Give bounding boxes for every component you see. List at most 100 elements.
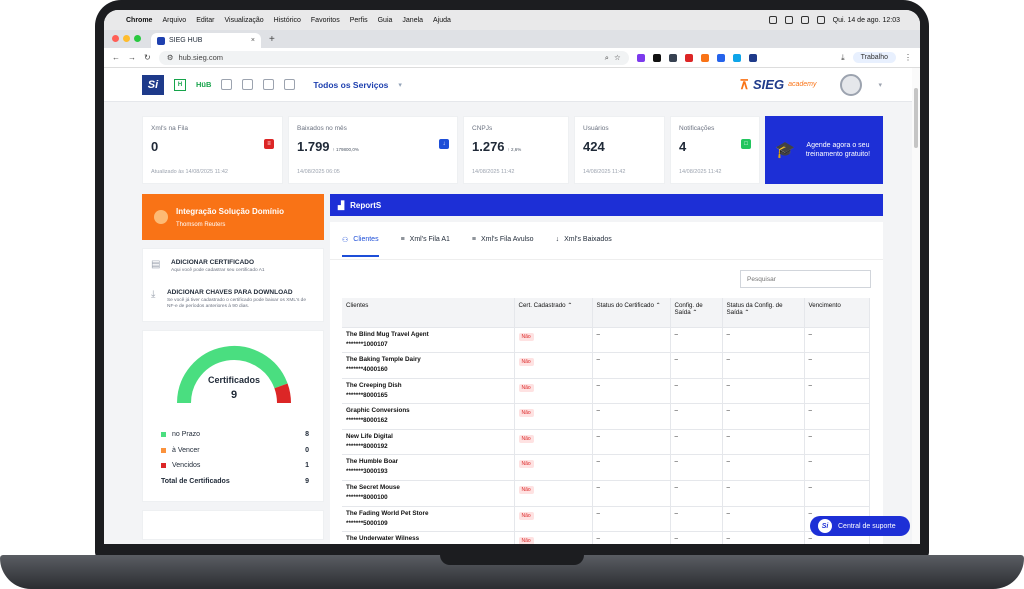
hub-icon[interactable]: H [174, 78, 186, 91]
certificates-card: Certificados 9 no Prazo 8 à Vencer 0 Venci… [142, 330, 324, 503]
col-header[interactable]: Status da Config. de Saída ⌃ [722, 298, 805, 328]
add-keys-action[interactable]: ⤓ ADICIONAR CHAVES PARA DOWNLOAD Se você… [151, 289, 315, 311]
download-icon[interactable]: ⤓ [841, 52, 845, 62]
support-button[interactable]: Si Central de suporte [810, 516, 910, 536]
menu-item[interactable]: Editar [196, 16, 215, 24]
cert-cell: Não [514, 531, 593, 544]
actions-card: ▤ ADICIONAR CERTIFICADO Aqui você pode c… [142, 248, 324, 323]
wifi-icon[interactable] [800, 16, 809, 24]
url-field[interactable]: ⚙ hub.sieg.com ⌕ ☆ [158, 50, 629, 65]
table-row[interactable]: The Humble Boar *******3000193 Não – – – – [342, 454, 870, 482]
back-icon[interactable]: ← [112, 53, 120, 62]
site-info-icon[interactable]: ⚙ [166, 53, 174, 62]
stat-updated: 14/08/2025 06:05 [297, 169, 340, 175]
tab-fila-a1[interactable]: ≡ Xml's Fila A1 [400, 236, 450, 243]
menu-item[interactable]: Histórico [273, 16, 301, 24]
client-cell: The Baking Temple Dairy *******4000160 [342, 352, 515, 379]
profile-button[interactable]: Trabalho [852, 52, 896, 63]
integration-title: Integração Solução Domínio [176, 206, 285, 216]
menu-app[interactable]: Chrome [126, 16, 153, 24]
extension-icon[interactable] [636, 53, 645, 62]
support-label: Central de suporte [838, 522, 896, 530]
top-nav: Si H HüB Todos os Serviços ▾ ⊼ SIEG acad… [104, 68, 912, 102]
stat-card-queue[interactable]: Xml's na Fila 0 ≡ Atualizado às 14/08/20… [142, 116, 283, 184]
graduation-cap-icon: 🎓 [775, 142, 795, 159]
cert-cell: Não [514, 506, 593, 533]
hub-label[interactable]: HüB [196, 80, 212, 89]
table-row[interactable]: The Fading World Pet Store *******5000109… [342, 506, 870, 533]
extension-icon[interactable] [732, 53, 741, 62]
close-window-button[interactable] [112, 35, 119, 42]
tab-bar: SIEG HUB × + [104, 30, 920, 48]
add-certificate-action[interactable]: ▤ ADICIONAR CERTIFICADO Aqui você pode c… [151, 259, 315, 275]
app-icon[interactable] [242, 79, 254, 90]
menu-item[interactable]: Perfis [349, 16, 368, 24]
table-row[interactable]: Graphic Conversions *******8000162 Não – – – – [342, 403, 870, 430]
new-tab-icon[interactable]: + [269, 34, 275, 45]
extension-icon[interactable] [700, 53, 709, 62]
app-icon[interactable] [263, 79, 275, 90]
academy-logo[interactable]: academy [788, 81, 817, 88]
status-icon[interactable] [784, 16, 793, 24]
menu-dots-icon[interactable]: ⋮ [904, 53, 912, 62]
app-icon[interactable] [221, 79, 233, 90]
tab-fila-avulso[interactable]: ≡ Xml's Fila Avulso [471, 236, 534, 243]
clock[interactable]: Qui. 14 de ago. 12:03 [832, 16, 900, 24]
url-text: hub.sieg.com [178, 53, 224, 62]
search-input[interactable] [740, 270, 871, 288]
page-scrollbar[interactable] [912, 68, 920, 544]
cell: – [670, 454, 723, 482]
chevron-down-icon[interactable]: ▾ [878, 81, 882, 89]
reload-icon[interactable]: ↻ [144, 53, 151, 62]
si-logo[interactable]: Si [142, 74, 164, 95]
stat-value: 0 [151, 139, 159, 154]
status-icon[interactable] [768, 16, 777, 24]
cell: – [804, 403, 870, 430]
status-badge: Não [518, 537, 534, 544]
forward-icon[interactable]: → [128, 53, 136, 62]
stat-card-cnpjs[interactable]: CNPJs 1.276 ↑ 2,6% 14/08/2025 11:42 [463, 116, 569, 184]
table-row[interactable]: The Baking Temple Dairy *******4000160 Não… [342, 352, 870, 379]
search-icon[interactable] [816, 16, 825, 24]
extension-icon[interactable] [748, 53, 757, 62]
menu-item[interactable]: Arquivo [162, 16, 187, 24]
col-header[interactable]: Vencimento [804, 298, 870, 328]
bookmark-star-icon[interactable]: ☆ [613, 53, 621, 62]
stat-card-downloads[interactable]: Baixados no mês 1.799 ↑ 179800,0% ↓ 14/08… [288, 116, 458, 184]
maximize-window-button[interactable] [134, 35, 141, 42]
table-row[interactable]: The Underwater Wilness Não – – – – [342, 531, 870, 544]
mac-menu-bar: Chrome Arquivo Editar Visualização Histó… [104, 10, 920, 30]
menu-item[interactable]: Favoritos [310, 16, 340, 24]
col-header[interactable]: Clientes [342, 298, 515, 328]
col-header[interactable]: Status do Certificado ⌃ [592, 298, 671, 328]
training-cta[interactable]: 🎓 Agende agora o seu treinamento gratuit… [765, 116, 883, 184]
menu-item[interactable]: Ajuda [433, 16, 451, 24]
extension-icon[interactable] [716, 53, 725, 62]
table-row[interactable]: The Creeping Dish *******8000165 Não – – – – [342, 378, 870, 405]
app-icon[interactable] [284, 79, 296, 90]
table-row[interactable]: The Blind Mug Travel Agent *******1000107… [342, 327, 870, 354]
menu-item[interactable]: Janela [402, 16, 424, 24]
zoom-icon[interactable]: ⌕ [604, 52, 609, 62]
table-row[interactable]: The Secret Mouse *******8000100 Não – – – – [342, 480, 870, 507]
col-header[interactable]: Cert. Cadastrado ⌃ [514, 298, 593, 328]
tab-baixados[interactable]: ↓ Xml's Baixados [555, 236, 612, 243]
integration-card[interactable]: Integração Solução Domínio Thomsom Reute… [142, 194, 324, 240]
extension-icon[interactable] [652, 53, 661, 62]
all-services-menu[interactable]: Todos os Serviços [313, 79, 389, 90]
stat-card-users[interactable]: Usuários 424 14/08/2025 11:42 [574, 116, 665, 184]
menu-item[interactable]: Visualização [224, 16, 264, 24]
minimize-window-button[interactable] [123, 35, 130, 42]
browser-tab[interactable]: SIEG HUB × [151, 33, 261, 48]
sieg-logo[interactable]: SIEG [753, 77, 785, 92]
col-header[interactable]: Config. de Saída ⌃ [670, 298, 723, 328]
table-row[interactable]: New Life Digital *******8000192 Não – – – – [342, 429, 870, 456]
extension-icon[interactable] [668, 53, 677, 62]
avatar[interactable] [840, 73, 863, 96]
chevron-down-icon[interactable]: ▾ [398, 81, 402, 89]
extension-icon[interactable] [684, 53, 693, 62]
stat-card-notifications[interactable]: Notificações 4 □ 14/08/2025 11:42 [670, 116, 760, 184]
tab-clientes[interactable]: ⚇ Clientes [342, 236, 379, 257]
close-tab-icon[interactable]: × [250, 37, 255, 44]
menu-item[interactable]: Guia [377, 16, 393, 24]
